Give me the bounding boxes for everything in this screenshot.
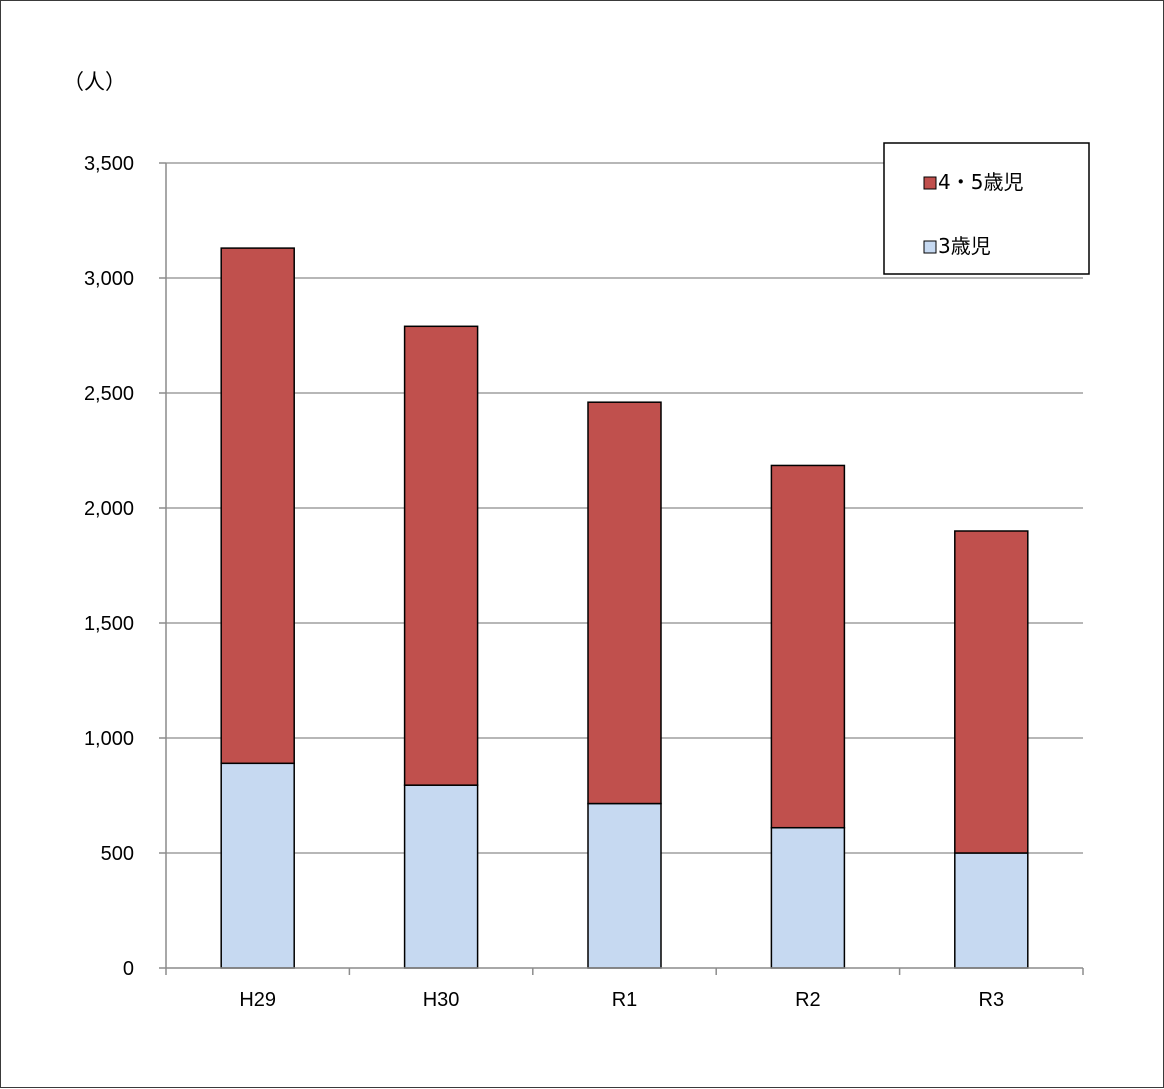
axes	[159, 162, 1084, 975]
y-tick-label: 3,500	[84, 153, 134, 175]
y-tick-label: 3,000	[84, 268, 134, 290]
bar-segment	[220, 762, 295, 969]
bar-segment	[587, 401, 662, 805]
bar-segment	[770, 464, 846, 829]
legend-label: 4・5歳児	[938, 170, 1023, 194]
y-tick-label: 2,500	[84, 383, 134, 405]
y-axis-unit-label: （人）	[63, 70, 126, 94]
bar-segment	[954, 852, 1029, 969]
x-tick-label: R2	[795, 989, 821, 1011]
y-tick-label: 500	[101, 843, 134, 865]
bar-segment	[403, 784, 479, 969]
bar-segment	[220, 247, 295, 765]
legend: 4・5歳児 3歳児	[883, 142, 1090, 275]
y-tick-label: 1,500	[84, 613, 134, 635]
y-tick-labels: 0 500 1,000 1,500 2,000 2,500 3,000 3,500	[84, 153, 134, 980]
y-tick-label: 0	[123, 958, 134, 980]
bar-segment	[770, 826, 846, 969]
legend-label: 3歳児	[938, 234, 991, 258]
bar-segment	[587, 802, 662, 969]
legend-swatch	[923, 176, 937, 190]
x-tick-labels: H29 H30 R1 R2 R3	[239, 989, 1004, 1011]
legend-swatch	[923, 240, 937, 254]
legend-box	[883, 142, 1090, 275]
x-tick-label: R3	[979, 989, 1005, 1011]
x-tick-label: R1	[612, 989, 638, 1011]
bar-segment	[403, 325, 479, 786]
bar-segment	[954, 530, 1029, 854]
y-tick-label: 2,000	[84, 498, 134, 520]
y-tick-label: 1,000	[84, 728, 134, 750]
bars	[220, 247, 1029, 969]
x-tick-label: H30	[423, 989, 460, 1011]
x-tick-label: H29	[239, 989, 276, 1011]
